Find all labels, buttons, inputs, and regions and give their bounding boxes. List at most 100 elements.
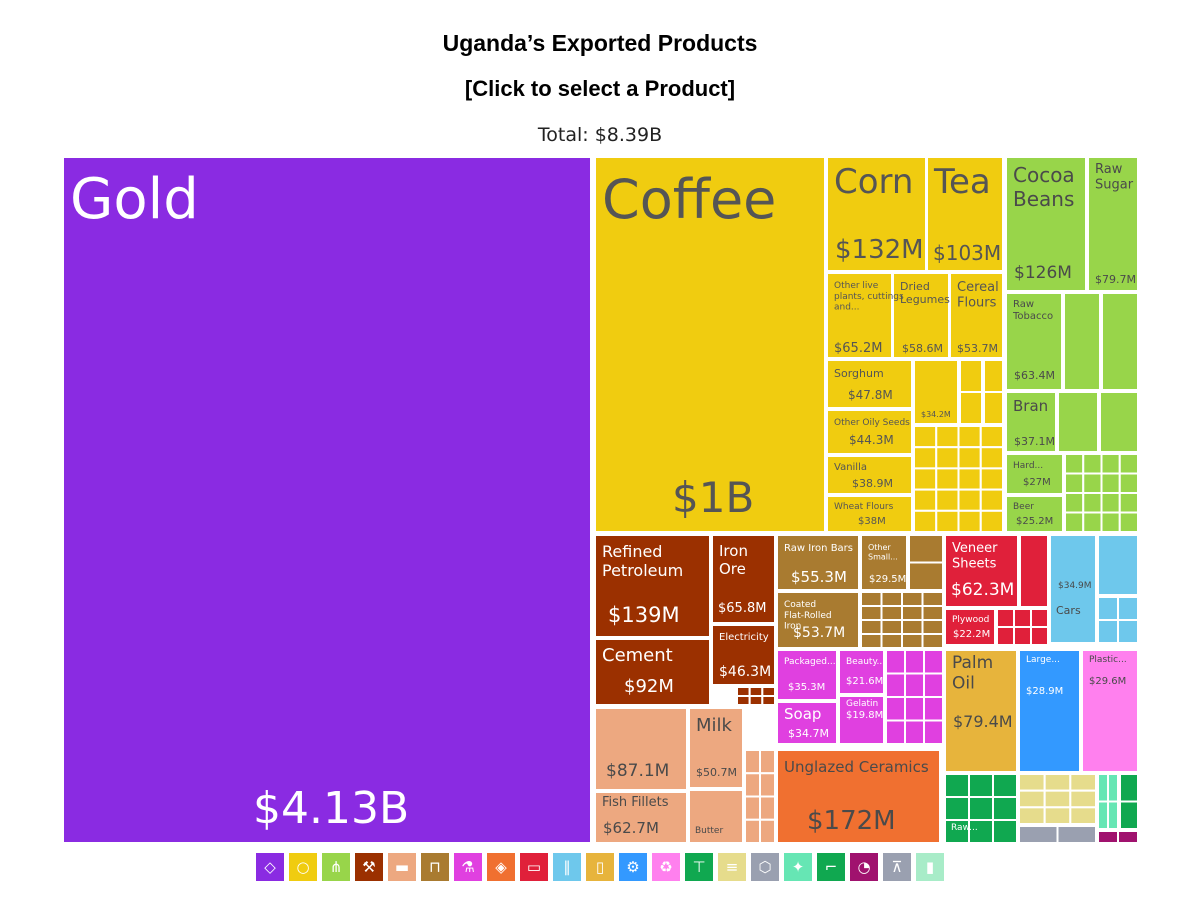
treemap-cell[interactable] <box>688 789 744 844</box>
treemap-small-cell[interactable] <box>935 509 960 533</box>
treemap-cell[interactable] <box>62 156 592 844</box>
treemap-small-cell[interactable] <box>1118 492 1139 514</box>
treemap-small-cell[interactable] <box>913 446 938 470</box>
treemap-cell[interactable] <box>1049 534 1097 644</box>
treemap-cell[interactable] <box>860 534 908 591</box>
treemap-small-cell[interactable] <box>1117 619 1139 644</box>
treemap-small-cell[interactable] <box>1119 800 1139 830</box>
treemap-small-cell[interactable] <box>860 605 883 621</box>
treemap-cells[interactable] <box>62 156 1139 844</box>
treemap-small-cell[interactable] <box>913 467 938 491</box>
treemap-small-cell[interactable] <box>1100 492 1121 514</box>
treemap-cell[interactable] <box>838 649 885 695</box>
treemap-small-cell[interactable] <box>885 649 906 675</box>
treemap-small-cell[interactable] <box>979 446 1004 470</box>
hide-icon[interactable]: ✦ <box>784 853 812 881</box>
treemap-small-cell[interactable] <box>979 488 1004 512</box>
treemap-small-cell[interactable] <box>1069 806 1098 825</box>
shoe-icon[interactable]: ⌐ <box>817 853 845 881</box>
cow-icon[interactable]: ▬ <box>388 853 416 881</box>
treemap-cell[interactable] <box>688 707 744 789</box>
treemap-small-cell[interactable] <box>968 819 994 844</box>
treemap-small-cell[interactable] <box>1063 292 1101 391</box>
treemap-small-cell[interactable] <box>1064 453 1085 475</box>
treemap-small-cell[interactable] <box>935 467 960 491</box>
treemap-small-cell[interactable] <box>935 488 960 512</box>
treemap-small-cell[interactable] <box>921 633 944 649</box>
treemap-cell[interactable] <box>1005 453 1064 495</box>
treemap-cell[interactable] <box>913 359 959 425</box>
document-icon[interactable]: ≡ <box>718 853 746 881</box>
treemap-small-cell[interactable] <box>1030 608 1049 628</box>
treemap-small-cell[interactable] <box>983 359 1004 393</box>
treemap-cell[interactable] <box>892 272 950 359</box>
bottle-icon[interactable]: ▯ <box>586 853 614 881</box>
treemap-small-cell[interactable] <box>944 773 970 798</box>
treemap-cell[interactable] <box>944 534 1019 608</box>
treemap-small-cell[interactable] <box>983 391 1004 425</box>
treemap-small-cell[interactable] <box>901 591 924 607</box>
treemap-small-cell[interactable] <box>1117 830 1139 844</box>
treemap-small-cell[interactable] <box>979 425 1004 449</box>
treemap-cell[interactable] <box>926 156 1004 272</box>
treemap-small-cell[interactable] <box>957 446 982 470</box>
treemap-small-cell[interactable] <box>1019 534 1049 608</box>
treemap-small-cell[interactable] <box>744 772 761 798</box>
treemap-cell[interactable] <box>1081 649 1139 773</box>
treemap-small-cell[interactable] <box>992 773 1018 798</box>
treemap-cell[interactable] <box>594 638 711 706</box>
treemap-small-cell[interactable] <box>992 819 1018 844</box>
treemap-small-cell[interactable] <box>761 695 776 706</box>
treemap-cell[interactable] <box>826 455 913 495</box>
treemap-small-cell[interactable] <box>923 719 944 745</box>
treemap-cell[interactable] <box>776 591 860 649</box>
treemap-small-cell[interactable] <box>736 695 751 706</box>
gauge-icon[interactable]: ◔ <box>850 853 878 881</box>
treemap-small-cell[interactable] <box>1043 789 1072 809</box>
treemap-small-cell[interactable] <box>1043 773 1072 792</box>
treemap-small-cell[interactable] <box>885 672 906 698</box>
treemap-small-cell[interactable] <box>1018 825 1059 844</box>
treemap-cell[interactable] <box>1005 391 1057 453</box>
treemap-cell[interactable] <box>776 534 860 591</box>
ticket-icon[interactable]: ▭ <box>520 853 548 881</box>
treemap-cell[interactable] <box>826 409 913 455</box>
treemap-small-cell[interactable] <box>1097 830 1119 844</box>
box-icon[interactable]: ⬡ <box>751 853 779 881</box>
category-legend[interactable]: ◇ ○ ⋔ ⚒ ▬ ⊓ ⚗ ◈ ▭ ∥ ▯ ⚙ ♻ ⊤ ≡ ⬡ ✦ ⌐ ◔ ⊼ ▮ <box>256 853 944 881</box>
treemap-small-cell[interactable] <box>935 446 960 470</box>
treemap-small-cell[interactable] <box>1119 773 1139 803</box>
treemap-small-cell[interactable] <box>996 626 1015 646</box>
treemap-small-cell[interactable] <box>1069 773 1098 792</box>
treemap-small-cell[interactable] <box>1082 492 1103 514</box>
treemap-small-cell[interactable] <box>1117 596 1139 621</box>
treemap-small-cell[interactable] <box>1082 511 1103 533</box>
treemap-small-cell[interactable] <box>1064 492 1085 514</box>
treemap-small-cell[interactable] <box>921 619 944 635</box>
treemap-small-cell[interactable] <box>1069 789 1098 809</box>
treemap-small-cell[interactable] <box>1118 453 1139 475</box>
recycle-icon[interactable]: ♻ <box>652 853 680 881</box>
treemap-cell[interactable] <box>594 791 688 844</box>
treemap-small-cell[interactable] <box>1099 391 1139 453</box>
treemap-cell[interactable] <box>594 707 688 791</box>
easel-icon[interactable]: ⊼ <box>883 853 911 881</box>
treemap-small-cell[interactable] <box>744 795 761 821</box>
treemap-small-cell[interactable] <box>901 619 924 635</box>
treemap-small-cell[interactable] <box>748 695 764 706</box>
treemap-small-cell[interactable] <box>941 749 944 844</box>
treemap-small-cell[interactable] <box>957 467 982 491</box>
treemap-small-cell[interactable] <box>935 425 960 449</box>
treemap-small-cell[interactable] <box>1100 472 1121 494</box>
treemap-small-cell[interactable] <box>1018 806 1046 825</box>
treemap-small-cell[interactable] <box>1097 800 1109 830</box>
treemap-small-cell[interactable] <box>860 619 883 635</box>
treemap-small-cell[interactable] <box>744 749 761 775</box>
treemap-small-cell[interactable] <box>908 561 944 591</box>
treemap-small-cell[interactable] <box>996 608 1015 628</box>
treemap-small-cell[interactable] <box>959 391 983 425</box>
treemap-small-cell[interactable] <box>968 773 994 798</box>
treemap-small-cell[interactable] <box>744 818 761 844</box>
rock-icon[interactable]: ◈ <box>487 853 515 881</box>
